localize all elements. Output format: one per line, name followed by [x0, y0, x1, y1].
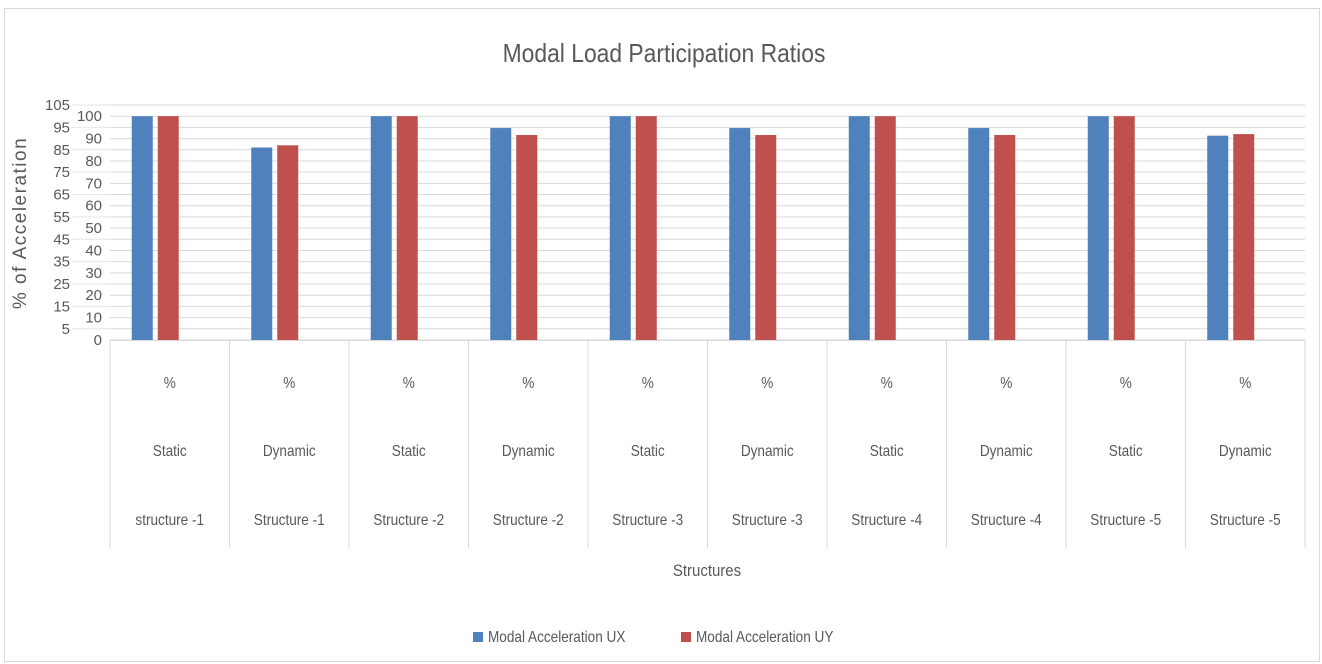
bar-ux: [131, 116, 153, 340]
x-tick-label: %: [1000, 375, 1012, 392]
y-tick-label: 70: [85, 175, 102, 192]
y-tick-label: 20: [85, 287, 102, 304]
y-tick-label: 10: [85, 310, 102, 327]
x-tick-label: Dynamic: [980, 443, 1033, 460]
x-tick-label: %: [642, 375, 654, 392]
x-tick-label: Dynamic: [741, 443, 794, 460]
bar-uy: [516, 134, 538, 340]
x-tick-label: Structure -4: [851, 512, 922, 529]
legend-swatch-ux: [473, 632, 483, 642]
y-axis-label: % of Acceleration: [10, 137, 31, 309]
y-tick-label: 90: [85, 131, 102, 148]
x-tick-label: Structure -2: [373, 512, 444, 529]
legend-swatch-uy: [681, 632, 691, 642]
x-tick-label: structure -1: [135, 512, 204, 529]
y-tick-label: 50: [85, 220, 102, 237]
y-tick-label: 5: [62, 321, 70, 338]
bar-ux: [1207, 135, 1229, 340]
bar-ux: [729, 128, 751, 340]
bar-uy: [396, 116, 418, 340]
x-tick-label: Static: [392, 443, 427, 460]
bar-ux: [490, 128, 512, 340]
x-tick-label: %: [403, 375, 415, 392]
x-tick-label: Structure -5: [1210, 512, 1281, 529]
x-tick-label: %: [164, 375, 176, 392]
x-tick-label: Static: [153, 443, 188, 460]
bar-ux: [370, 116, 392, 340]
bar-uy: [874, 116, 896, 340]
bar-ux: [968, 128, 990, 340]
y-tick-label: 95: [53, 119, 70, 136]
y-tick-label: 75: [53, 164, 70, 181]
bar-uy: [277, 145, 299, 340]
chart-title: Modal Load Participation Ratios: [503, 40, 826, 69]
bar-uy: [994, 134, 1016, 340]
bar-ux: [1087, 116, 1109, 340]
legend-label: Modal Acceleration UX: [488, 629, 625, 646]
bar-uy: [1113, 116, 1135, 340]
bar-ux: [848, 116, 870, 340]
y-tick-label: 40: [85, 242, 102, 259]
x-tick-label: Static: [631, 443, 666, 460]
x-tick-label: %: [1239, 375, 1251, 392]
x-tick-label: Structure -5: [1090, 512, 1161, 529]
bar-uy: [755, 134, 777, 340]
bar-uy: [1233, 134, 1255, 340]
x-tick-label: %: [522, 375, 534, 392]
x-tick-label: %: [283, 375, 295, 392]
x-tick-label: %: [881, 375, 893, 392]
y-tick-label: 85: [53, 142, 70, 159]
y-tick-label: 105: [45, 97, 70, 114]
x-tick-label: %: [1120, 375, 1132, 392]
x-tick-label: Structure -4: [971, 512, 1042, 529]
y-tick-label: 60: [85, 198, 102, 215]
x-axis-label: Structures: [673, 562, 741, 580]
x-tick-label: Dynamic: [502, 443, 555, 460]
x-tick-label: Structure -2: [493, 512, 564, 529]
y-tick-label: 0: [94, 332, 102, 349]
y-tick-label: 100: [77, 108, 102, 125]
bar-ux: [251, 147, 273, 340]
bar-uy: [157, 116, 179, 340]
x-tick-label: Dynamic: [1219, 443, 1272, 460]
y-tick-label: 25: [53, 276, 70, 293]
x-tick-label: Structure -3: [732, 512, 803, 529]
y-tick-label: 80: [85, 153, 102, 170]
x-tick-label: Dynamic: [263, 443, 316, 460]
x-tick-label: Static: [870, 443, 905, 460]
y-tick-label: 30: [85, 265, 102, 282]
y-tick-label: 55: [53, 209, 70, 226]
y-tick-label: 65: [53, 187, 70, 204]
x-tick-label: Structure -3: [612, 512, 683, 529]
y-tick-label: 15: [53, 298, 70, 315]
y-tick-label: 45: [53, 231, 70, 248]
x-tick-label: %: [761, 375, 773, 392]
y-tick-label: 35: [53, 254, 70, 271]
bar-uy: [635, 116, 657, 340]
x-tick-label: Structure -1: [254, 512, 325, 529]
bar-ux: [609, 116, 631, 340]
x-tick-label: Static: [1109, 443, 1144, 460]
legend-label: Modal Acceleration UY: [696, 629, 833, 646]
